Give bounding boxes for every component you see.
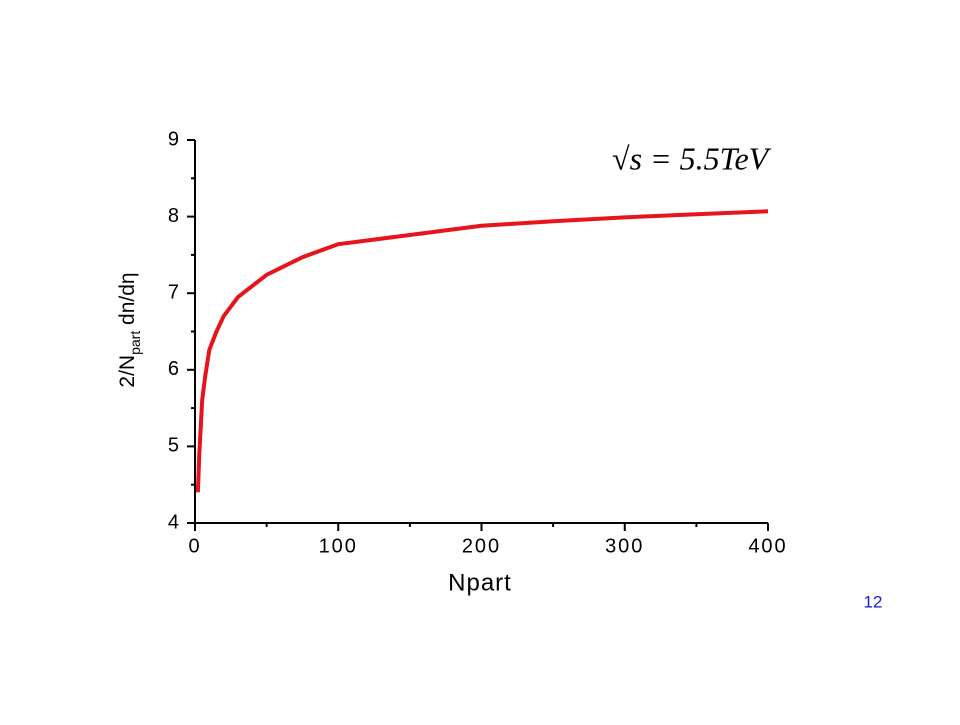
y-label-main: 2/N bbox=[116, 355, 139, 388]
annotation: √s = 5.5TeV bbox=[612, 140, 772, 176]
y-label-sub: part bbox=[127, 331, 143, 355]
y-label-rest: dn/dη bbox=[116, 272, 139, 330]
line-series bbox=[195, 209, 769, 493]
page-number: 12 bbox=[864, 592, 883, 611]
x-tick-label: 400 bbox=[748, 535, 787, 557]
x-tick-label: 300 bbox=[605, 535, 644, 557]
x-tick-label: 200 bbox=[462, 535, 501, 557]
y-tick-label: 5 bbox=[168, 435, 179, 457]
y-axis-label: 2/Npart dn/dη bbox=[116, 272, 143, 387]
y-tick-label: 8 bbox=[168, 205, 179, 227]
x-axis-label: Npart bbox=[448, 569, 512, 596]
y-tick-label: 4 bbox=[168, 511, 179, 533]
x-tick-label: 100 bbox=[319, 535, 358, 557]
y-tick-label: 9 bbox=[168, 128, 179, 150]
y-tick-label: 6 bbox=[168, 358, 179, 380]
x-tick-label: 0 bbox=[188, 535, 201, 557]
y-tick-label: 7 bbox=[168, 281, 179, 303]
